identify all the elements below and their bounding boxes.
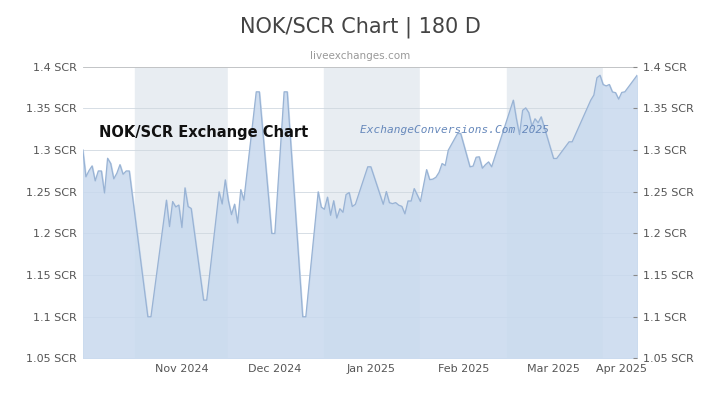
Bar [325, 67, 420, 358]
Text: NOK/SCR Chart | 180 D: NOK/SCR Chart | 180 D [240, 16, 480, 38]
Text: ExchangeConversions.Com 2025: ExchangeConversions.Com 2025 [360, 125, 549, 135]
Bar [603, 67, 640, 358]
Bar [83, 67, 135, 358]
Bar [135, 67, 228, 358]
Bar [228, 67, 325, 358]
Bar [420, 67, 507, 358]
Text: liveexchanges.com: liveexchanges.com [310, 51, 410, 61]
Bar [507, 67, 603, 358]
Text: NOK/SCR Exchange Chart: NOK/SCR Exchange Chart [99, 125, 309, 140]
